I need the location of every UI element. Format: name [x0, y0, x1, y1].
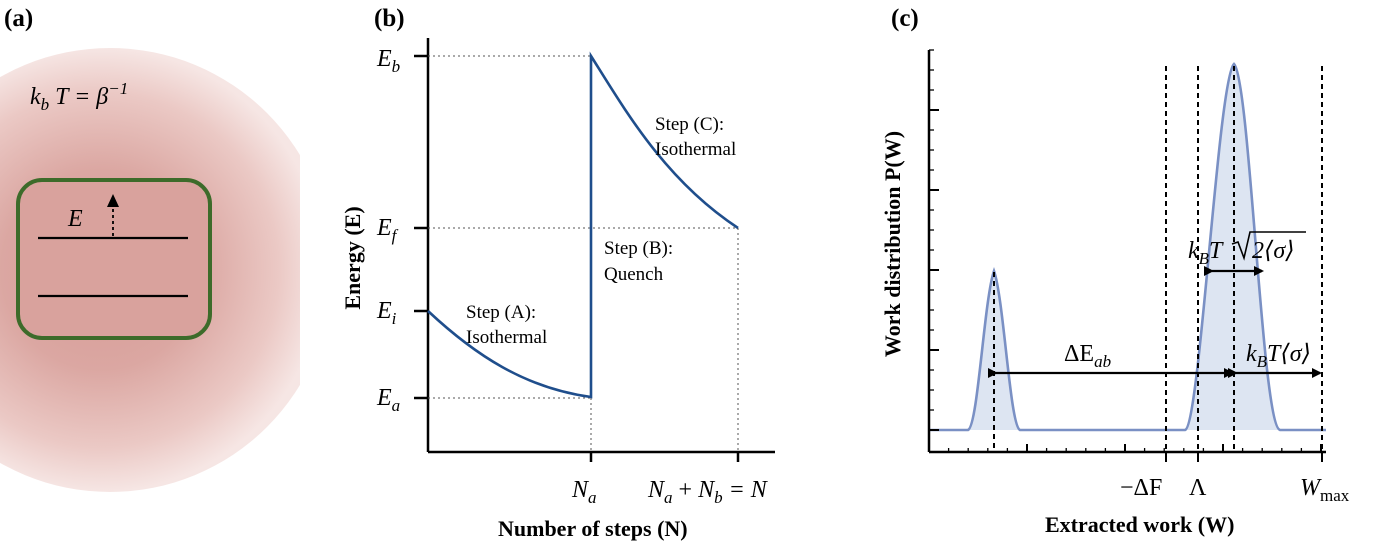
panel-b: (b) Eb Ef Ei Ea Na Na + Nb = N Num [340, 5, 775, 541]
y-tick-label-ea: Ea [376, 385, 400, 415]
work-distribution-fill [930, 64, 1326, 430]
delta-e-label: ΔEab [1064, 341, 1111, 371]
x-tick-label-lambda: Λ [1189, 475, 1207, 501]
excitation-arrow-icon [107, 194, 119, 207]
panel-b-label: (b) [374, 5, 405, 32]
y-tick-label-ef: Ef [376, 215, 399, 245]
x-tick-label-delta-f: −ΔF [1120, 475, 1162, 501]
panel-c: (c) ΔEab kBT 2⟨σ⟩ kBT⟨σ⟩ −ΔF Λ Wmax [880, 5, 1350, 537]
step-c-label-line2: Isothermal [655, 139, 736, 160]
step-a-label-line1: Step (A): [466, 302, 536, 323]
panel-b-x-axis-title: Number of steps (N) [498, 516, 688, 541]
step-b-label-line1: Step (B): [604, 238, 673, 259]
panel-c-markers [993, 66, 1323, 452]
x-tick-label-na: Na [571, 477, 597, 507]
step-b-label-line2: Quench [604, 264, 664, 285]
bath-temperature-label: kb T = β−1 [30, 79, 128, 114]
y-tick-label-eb: Eb [376, 46, 400, 76]
sqrt-radical-icon [1231, 231, 1306, 261]
panel-c-label: (c) [891, 5, 919, 32]
step-c-label-line1: Step (C): [655, 114, 724, 135]
work-distribution-curve [930, 62, 1326, 432]
quantum-system-box [16, 178, 212, 340]
x-tick-label-wmax: Wmax [1300, 475, 1350, 505]
panel-a: (a) kb T = β−1 E [0, 5, 300, 492]
panel-b-y-axis-title: Energy (E) [340, 206, 365, 309]
panel-a-label: (a) [4, 5, 33, 32]
energy-process-curve [427, 51, 739, 399]
sqrt-width-label: kBT 2⟨σ⟩ [1188, 238, 1295, 268]
panel-c-x-axis-title: Extracted work (W) [1045, 512, 1234, 537]
x-tick-label-n: Na + Nb = N [647, 477, 769, 507]
panel-c-y-ticks [929, 49, 939, 431]
y-tick-label-ei: Ei [376, 298, 397, 328]
panel-c-y-axis-title: Work distribution P(W) [880, 131, 905, 357]
step-a-label-line2: Isothermal [466, 327, 547, 348]
level-energy-label: E [67, 206, 83, 232]
panel-b-guides [428, 55, 739, 452]
kt-sigma-label: kBT⟨σ⟩ [1246, 341, 1311, 371]
